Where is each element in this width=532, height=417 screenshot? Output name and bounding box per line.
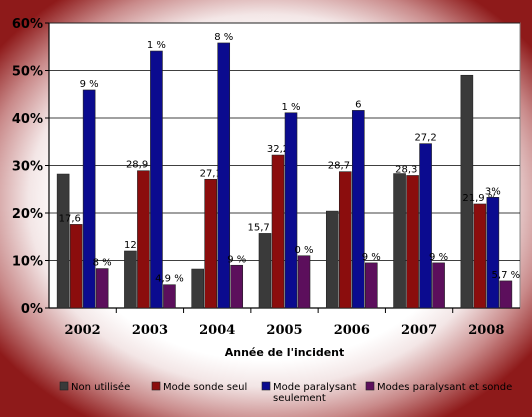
y-tick-label: 40% — [12, 112, 43, 127]
y-tick-label: 10% — [12, 255, 43, 270]
data-label: 17,6 % — [59, 213, 94, 224]
data-label: 28,9 % — [126, 160, 161, 171]
legend-label-line2: seulement — [273, 393, 326, 404]
bar — [325, 210, 339, 309]
bar — [393, 173, 406, 309]
y-tick-label: 60% — [12, 17, 43, 32]
data-label: 27,2 — [414, 133, 436, 144]
y-tick-label: 30% — [12, 160, 43, 175]
legend-swatch — [365, 381, 375, 391]
x-tick-label: 2006 — [334, 323, 370, 338]
data-label: 0 % — [294, 245, 313, 256]
data-label: 15,7 % — [248, 222, 283, 233]
data-label: 3% — [485, 186, 501, 197]
bar — [191, 268, 205, 309]
data-label: 4,9 % — [155, 274, 184, 285]
y-tick-label: 20% — [12, 207, 43, 222]
bar — [204, 178, 218, 309]
legend-swatch — [151, 381, 161, 391]
legend-label: Mode paralysant — [273, 382, 357, 393]
bar — [82, 89, 96, 309]
bar — [163, 284, 176, 309]
data-label: 12 — [124, 240, 137, 251]
data-label: 1 % — [281, 102, 300, 113]
legend-label: Non utilisée — [71, 381, 130, 393]
bar — [364, 262, 378, 309]
bar — [230, 264, 244, 309]
x-tick-label: 2003 — [132, 323, 168, 338]
data-label: 27,1 — [200, 168, 222, 179]
bar — [406, 175, 419, 309]
legend-swatch — [261, 381, 271, 391]
data-label: 9 % — [80, 79, 99, 90]
legend-swatch — [59, 381, 69, 391]
x-tick-label: 2007 — [401, 323, 437, 338]
bar — [124, 250, 137, 309]
data-label: 28,7 % — [328, 161, 363, 172]
x-tick-label: 2008 — [468, 323, 504, 338]
data-label: 6 — [355, 99, 361, 110]
bar — [297, 255, 311, 309]
bar — [137, 170, 150, 309]
bar — [351, 110, 365, 309]
bar — [150, 50, 163, 309]
legend-label: Mode sonde seul — [163, 382, 247, 393]
legend-label: Modes paralysant et sonde — [377, 382, 512, 393]
data-label: 1 % — [147, 40, 166, 51]
data-label: 32,2 — [267, 144, 289, 155]
bar — [473, 203, 487, 309]
x-axis-title: Année de l'incident — [225, 346, 345, 359]
data-label: 5,7 % — [492, 270, 521, 281]
bar — [271, 154, 285, 309]
bar — [499, 280, 513, 309]
data-label: 28,3 % — [395, 164, 430, 175]
x-tick-label: 2004 — [199, 323, 235, 338]
bar — [56, 173, 70, 309]
data-label: 9 % — [227, 254, 246, 265]
bar — [258, 233, 272, 309]
bar — [338, 171, 352, 309]
x-tick-label: 2002 — [65, 323, 101, 338]
x-tick-label: 2005 — [266, 323, 302, 338]
data-label: 8 % — [93, 258, 112, 269]
y-tick-label: 0% — [21, 302, 43, 317]
data-label: 21,9 % — [462, 193, 497, 204]
y-tick-label: 50% — [12, 65, 43, 80]
data-label: 9 % — [429, 252, 448, 263]
bar — [460, 74, 474, 309]
bar — [432, 262, 445, 309]
bar — [95, 268, 109, 309]
bar — [69, 224, 83, 309]
data-label: 9 % — [362, 252, 381, 263]
bar — [419, 143, 432, 309]
data-label: 8 % — [214, 32, 233, 43]
bar — [217, 42, 231, 309]
bar — [284, 112, 298, 309]
bar — [486, 197, 500, 309]
